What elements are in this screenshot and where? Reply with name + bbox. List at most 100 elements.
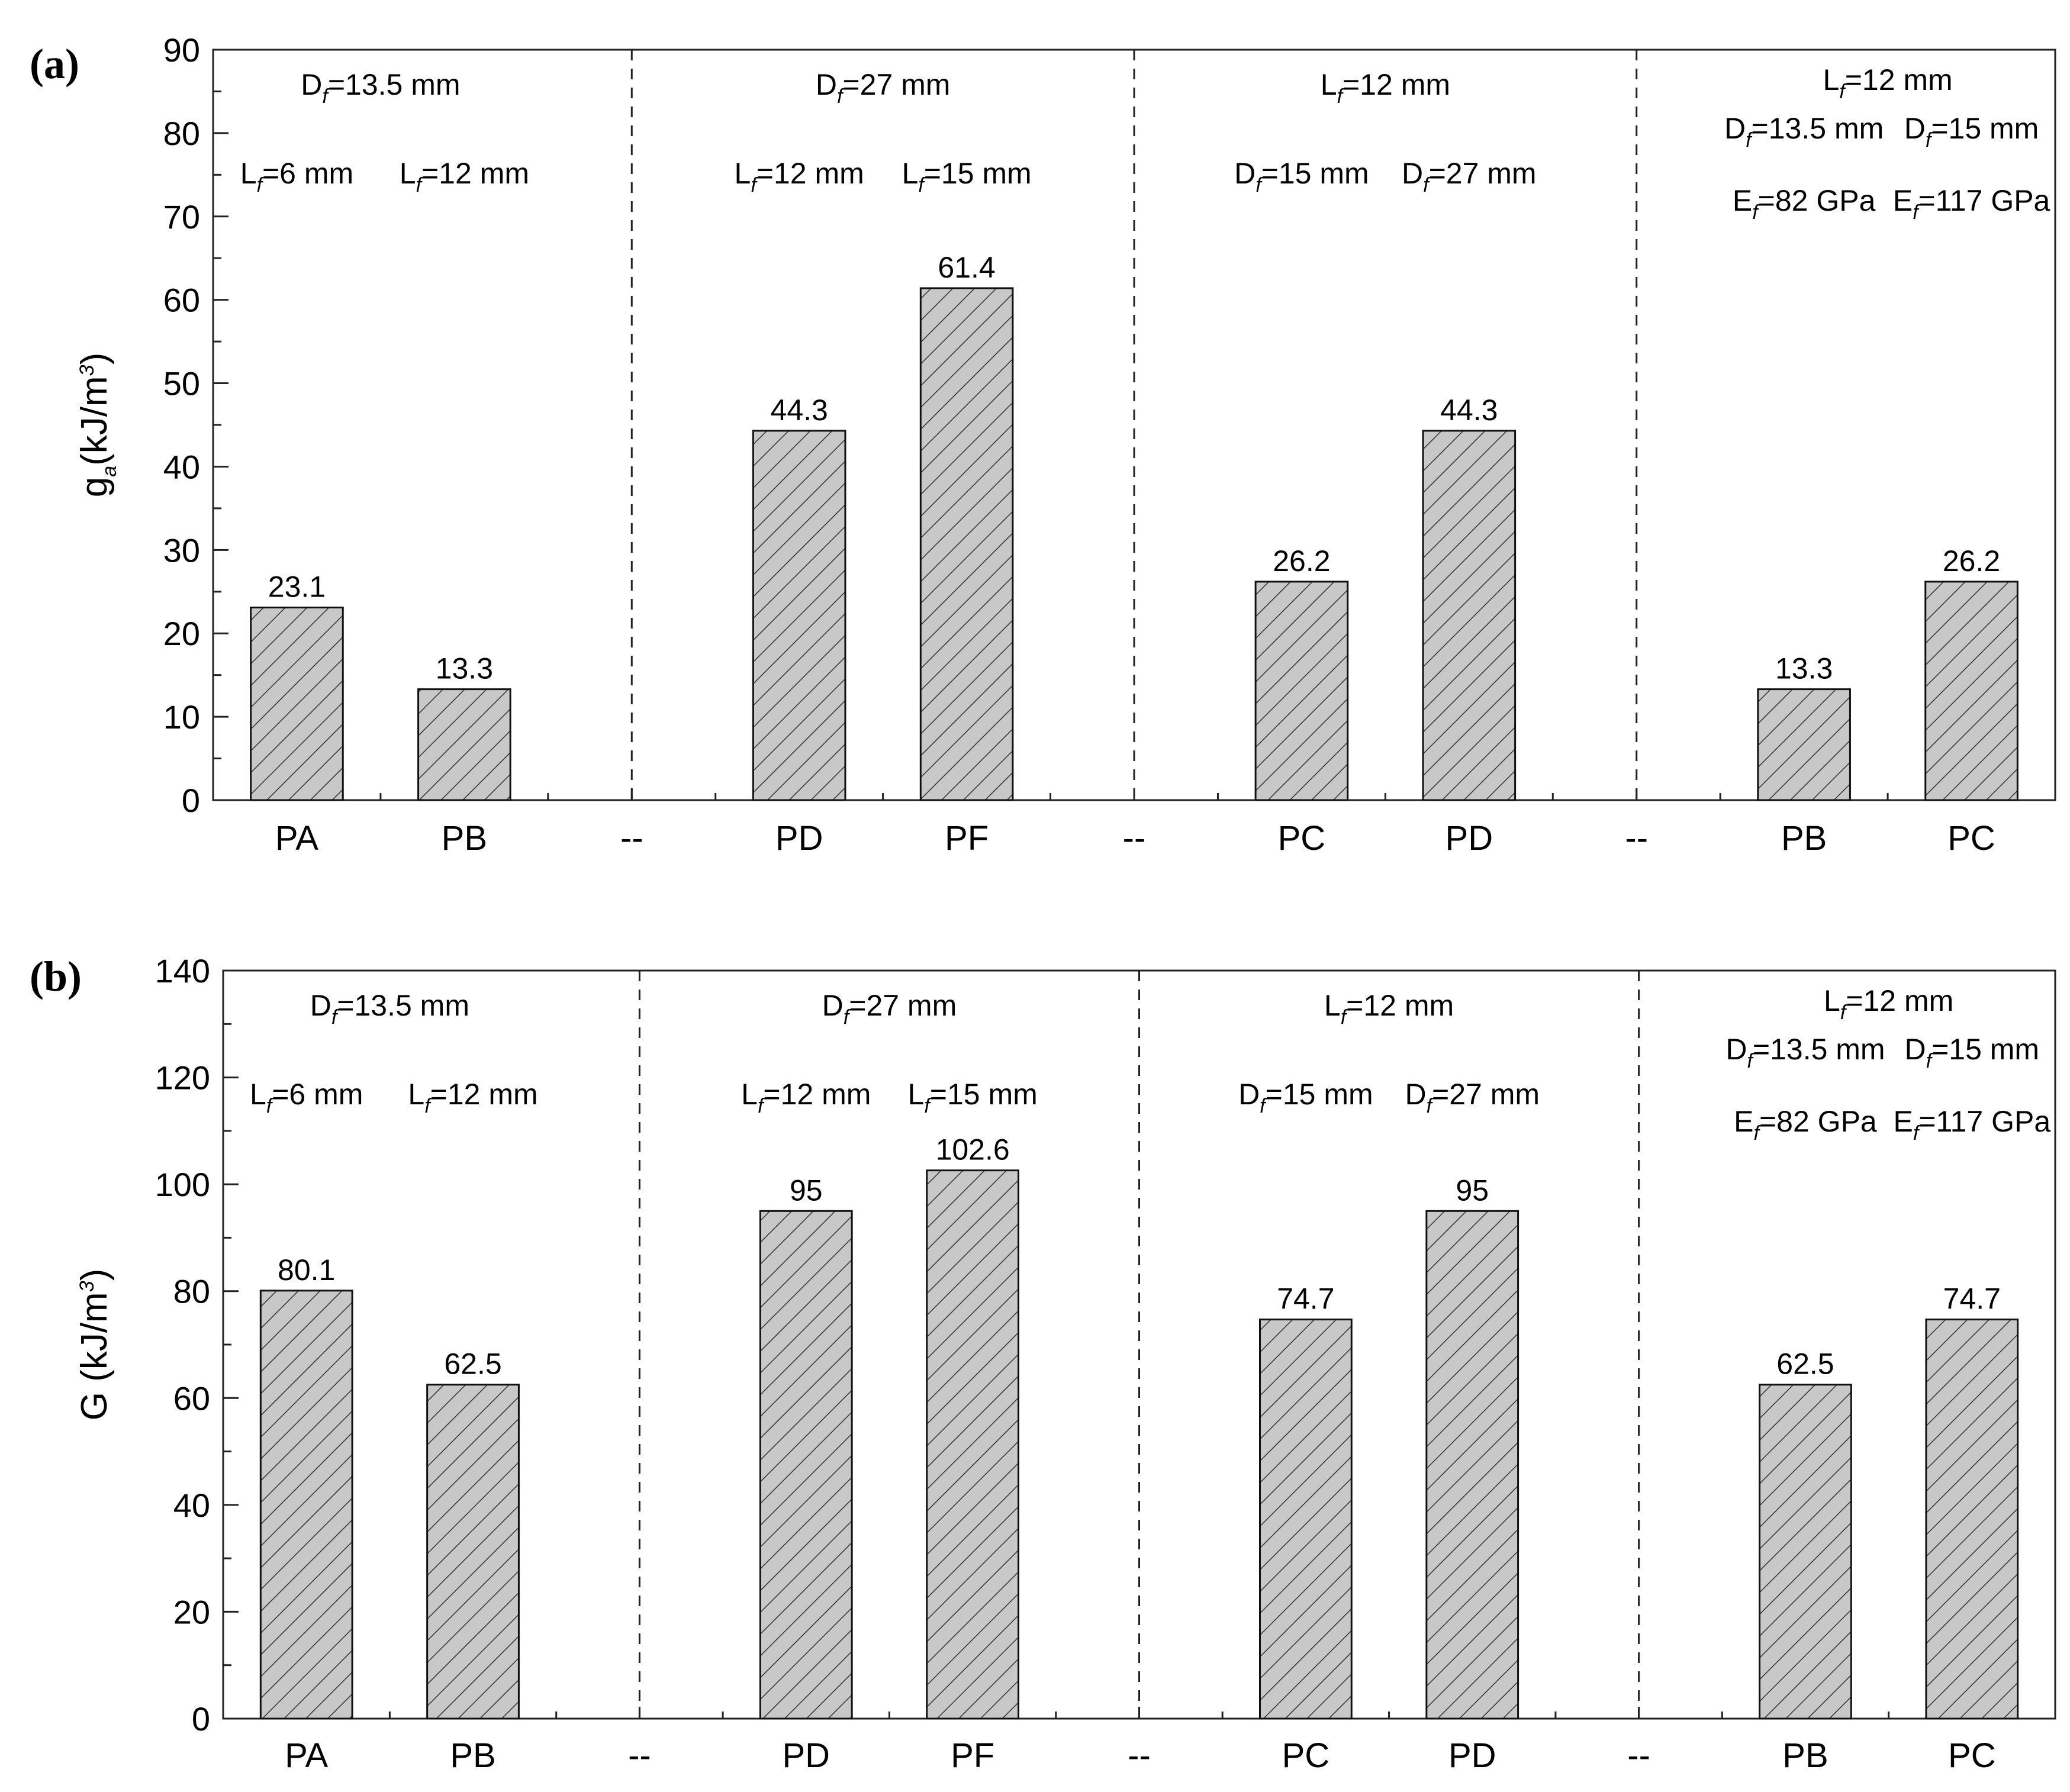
- group-header-annotation: Lf=12 mm: [1823, 63, 1952, 103]
- panel-a-chart: (a) 0 10 20 30 40 50 60 70 80 90 ga(kJ/m3) PA 23.1 PB 1…: [30, 31, 2056, 858]
- group-header-annotation: Df=13.5 mm: [301, 68, 460, 108]
- bar-parameter-annotation: Df=27 mm: [1402, 157, 1537, 196]
- x-category-label: PD: [1448, 1736, 1496, 1775]
- bar-pa: [250, 607, 344, 801]
- x-category-label: PF: [951, 1736, 994, 1775]
- bar-value-label: 61.4: [938, 251, 995, 284]
- x-category-label: PD: [1446, 819, 1493, 858]
- panel-b-chart: (b) 0 20 40 60 80 100 120 140 G (kJ/m3) PA 80.1 PB 62…: [30, 952, 2056, 1775]
- bar-parameter-annotation: Lf=12 mm: [741, 1078, 871, 1117]
- x-category-label: PC: [1948, 1736, 1996, 1775]
- x-category-label: --: [1627, 1736, 1650, 1775]
- y-tick-label: 50: [163, 365, 200, 402]
- bar-parameter-annotation: Ef=117 GPa: [1893, 184, 2050, 224]
- bar-parameter-annotation: Df=13.5 mm: [1725, 1033, 1885, 1072]
- x-category-label: PC: [1947, 819, 1995, 858]
- bar-parameter-annotation: Df=27 mm: [1405, 1078, 1540, 1117]
- group-header-annotation: Lf=12 mm: [1321, 68, 1450, 108]
- y-tick-label: 10: [163, 698, 200, 736]
- bar-value-label: 62.5: [444, 1348, 501, 1381]
- bar-parameter-annotation: Lf=15 mm: [902, 157, 1031, 196]
- x-category-label: PA: [275, 819, 318, 858]
- bar-pf: [919, 287, 1014, 801]
- bar-parameter-annotation: Lf=15 mm: [907, 1078, 1037, 1117]
- bar-pb: [1759, 1384, 1852, 1720]
- bar-parameter-annotation: Df=15 mm: [1234, 157, 1369, 196]
- y-tick-label: 100: [155, 1166, 210, 1203]
- bar-pd: [759, 1210, 853, 1720]
- panel-label: (a): [30, 40, 79, 88]
- bar-value-label: 80.1: [278, 1253, 335, 1287]
- bar-parameter-annotation: Df=15 mm: [1905, 1033, 2040, 1072]
- bar-value-label: 44.3: [1440, 394, 1498, 427]
- bar-pf: [926, 1169, 1020, 1720]
- bar-pc: [1258, 1319, 1353, 1720]
- group-header-annotation: Lf=12 mm: [1824, 984, 1953, 1024]
- y-tick-label: 30: [163, 531, 200, 569]
- y-tick-label: 60: [173, 1380, 210, 1417]
- bar-value-label: 23.1: [268, 571, 326, 604]
- y-tick-label: 90: [163, 31, 200, 69]
- y-tick-label: 60: [163, 282, 200, 319]
- y-tick-label: 120: [155, 1059, 210, 1097]
- bar-value-label: 13.3: [1775, 652, 1833, 685]
- x-category-label: PB: [1781, 819, 1827, 858]
- group-header-annotation: Df=27 mm: [816, 68, 951, 108]
- x-category-label: PA: [285, 1736, 328, 1775]
- bar-value-label: 26.2: [1273, 544, 1330, 578]
- y-tick-label: 20: [163, 615, 200, 652]
- bar-parameter-annotation: Ef=82 GPa: [1734, 1105, 1877, 1145]
- y-tick-label: 70: [163, 198, 200, 236]
- bar-value-label: 62.5: [1776, 1348, 1834, 1381]
- bar-value-label: 26.2: [1943, 544, 2000, 578]
- x-category-label: --: [628, 1736, 651, 1775]
- bar-pd: [1425, 1210, 1519, 1720]
- bar-parameter-annotation: Df=13.5 mm: [1724, 112, 1884, 152]
- bar-parameter-annotation: Df=15 mm: [1238, 1078, 1373, 1117]
- x-category-label: PB: [450, 1736, 495, 1775]
- bar-pb: [426, 1384, 520, 1720]
- x-category-label: PC: [1282, 1736, 1330, 1775]
- y-tick-label: 40: [173, 1487, 210, 1524]
- group-header-annotation: Df=27 mm: [822, 989, 957, 1029]
- bar-pc: [1254, 581, 1349, 801]
- bar-value-label: 44.3: [771, 394, 828, 427]
- x-category-label: --: [1123, 819, 1146, 858]
- bar-pb: [417, 688, 511, 801]
- bar-parameter-annotation: Lf=6 mm: [250, 1078, 363, 1117]
- bar-parameter-annotation: Lf=12 mm: [408, 1078, 537, 1117]
- y-tick-label: 140: [155, 952, 210, 990]
- bar-pd: [752, 430, 846, 801]
- bar-value-label: 95: [1456, 1174, 1489, 1207]
- bar-pa: [259, 1290, 353, 1720]
- bar-parameter-annotation: Lf=12 mm: [735, 157, 864, 196]
- x-category-label: --: [620, 819, 643, 858]
- y-tick-label: 40: [163, 448, 200, 485]
- y-tick-label: 0: [182, 782, 200, 819]
- bar-value-label: 13.3: [436, 652, 493, 685]
- y-tick-label: 0: [192, 1700, 210, 1738]
- panel-label: (b): [30, 953, 82, 1000]
- bar-parameter-annotation: Ef=117 GPa: [1893, 1105, 2050, 1145]
- x-category-label: PD: [775, 819, 823, 858]
- x-category-label: PF: [945, 819, 989, 858]
- bar-value-label: 74.7: [1943, 1282, 2001, 1316]
- bar-value-label: 95: [790, 1174, 823, 1207]
- x-category-label: PB: [1782, 1736, 1828, 1775]
- group-header-annotation: Lf=12 mm: [1324, 989, 1454, 1029]
- y-axis-title: ga(kJ/m3): [74, 353, 121, 498]
- bar-parameter-annotation: Lf=6 mm: [240, 157, 353, 196]
- x-category-label: --: [1128, 1736, 1151, 1775]
- y-axis-title: G (kJ/m3): [74, 1269, 115, 1421]
- group-header-annotation: Df=13.5 mm: [310, 989, 469, 1029]
- bar-value-label: 102.6: [936, 1133, 1010, 1166]
- bar-parameter-annotation: Ef=82 GPa: [1733, 184, 1876, 224]
- y-tick-label: 20: [173, 1593, 210, 1630]
- bar-pb: [1757, 688, 1851, 801]
- x-category-label: PC: [1278, 819, 1326, 858]
- y-tick-label: 80: [163, 115, 200, 152]
- x-category-label: PB: [442, 819, 487, 858]
- x-category-label: PD: [782, 1736, 830, 1775]
- bar-parameter-annotation: Df=15 mm: [1904, 112, 2039, 152]
